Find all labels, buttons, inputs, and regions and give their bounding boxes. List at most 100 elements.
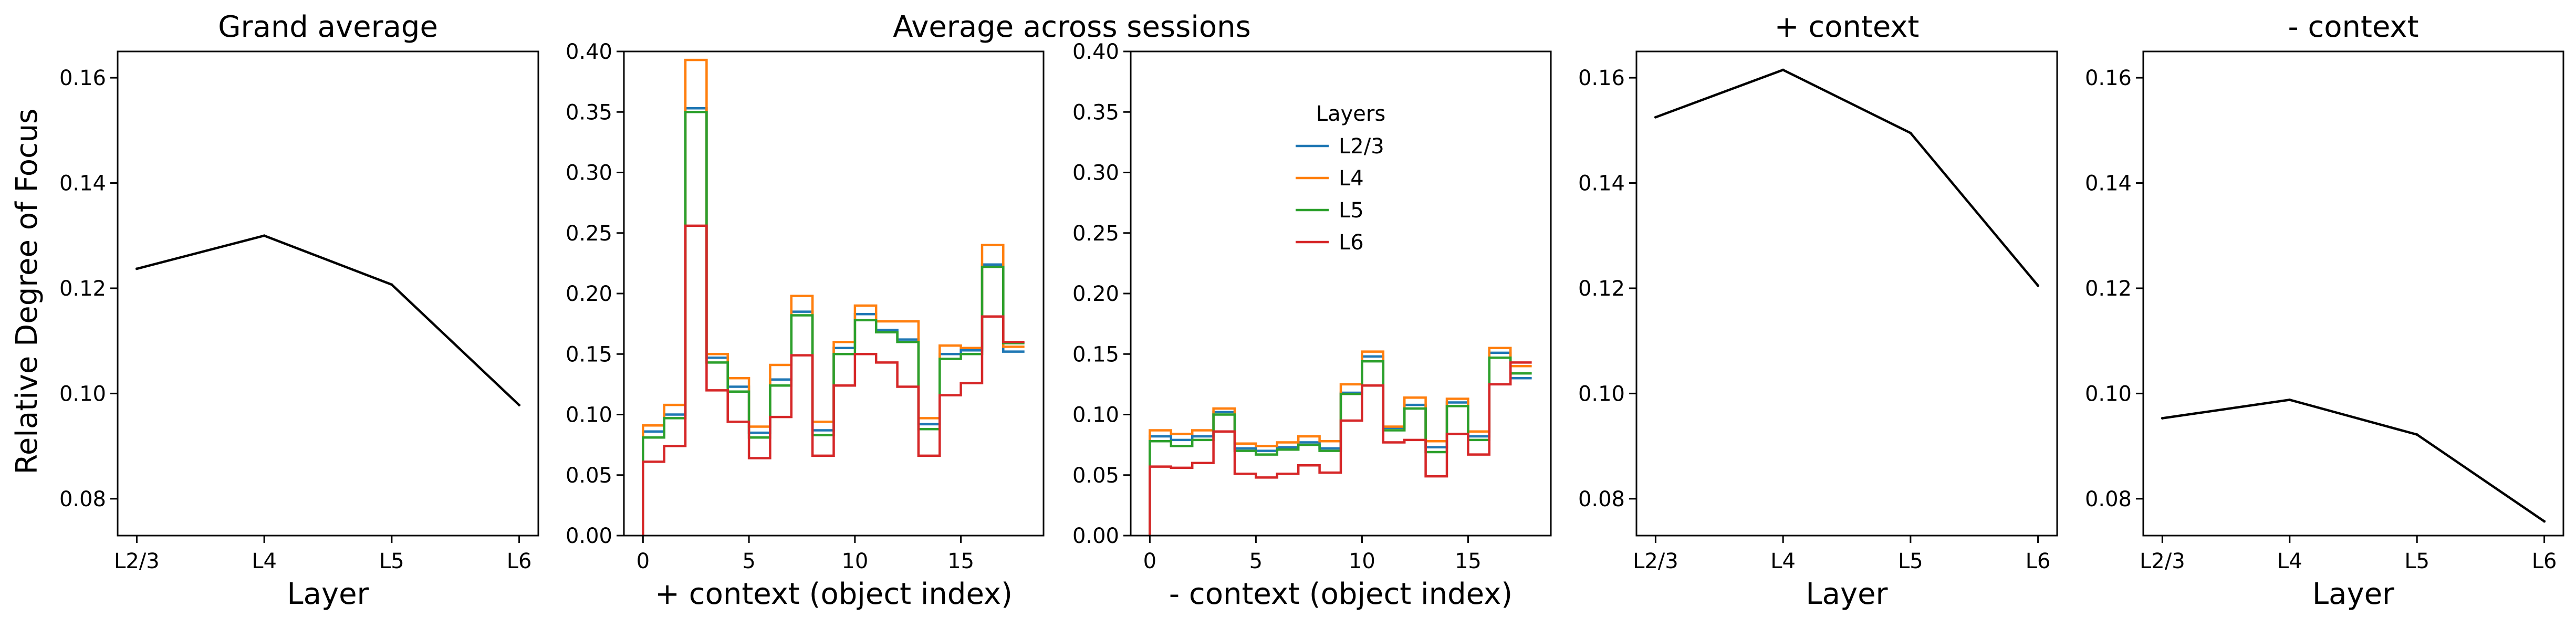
axes-frame bbox=[1130, 50, 1552, 537]
data-point bbox=[135, 267, 138, 270]
figure-y-axis-label: Relative Degree of Focus bbox=[10, 109, 44, 475]
y-tick-label: 0.16 bbox=[59, 66, 106, 90]
y-tick-label: 0.10 bbox=[1578, 382, 1625, 406]
x-axis-label: Layer bbox=[1806, 577, 1888, 611]
legend-title: Layers bbox=[1316, 102, 1385, 126]
y-tick-label: 0.08 bbox=[2085, 487, 2132, 511]
x-tick-label: L5 bbox=[1898, 549, 1923, 573]
y-tick-label: 0.12 bbox=[59, 277, 106, 301]
x-tick-label: L5 bbox=[2404, 549, 2429, 573]
x-tick-label: 10 bbox=[841, 549, 868, 573]
y-tick-label: 0.12 bbox=[1578, 277, 1625, 301]
step-series-L6 bbox=[1149, 361, 1532, 536]
y-tick-label: 0.20 bbox=[566, 282, 612, 306]
y-tick-label: 0.35 bbox=[1072, 100, 1119, 124]
x-tick-label: L2/3 bbox=[2140, 549, 2185, 573]
y-tick-label: 0.14 bbox=[59, 172, 106, 196]
x-axis-label: Layer bbox=[287, 577, 369, 611]
y-tick-label: 0.15 bbox=[566, 342, 612, 367]
step-series-L2/3 bbox=[642, 107, 1025, 536]
x-tick-label: L6 bbox=[507, 549, 532, 573]
panel-title: Grand average bbox=[218, 10, 438, 44]
panel-3: 0.00 0.05 0.10 0.15 0.20 0.25 0.30 0.35 0.40 0 5 10… bbox=[1072, 40, 1552, 611]
data-point bbox=[1781, 68, 1785, 71]
data-point bbox=[1654, 116, 1657, 119]
y-tick-label: 0.35 bbox=[566, 100, 612, 124]
y-tick-label: 0.05 bbox=[1072, 464, 1119, 488]
y-tick-label: 0.10 bbox=[566, 403, 612, 427]
data-line bbox=[136, 234, 520, 406]
y-tick-label: 0.14 bbox=[1578, 172, 1625, 196]
panel-1: 0.08 0.10 0.12 0.14 0.16 L2/3 L4 L5 L6 Grand aver… bbox=[59, 10, 539, 611]
x-tick-label: L4 bbox=[1770, 549, 1796, 573]
data-point bbox=[1909, 131, 1912, 134]
y-tick-label: 0.40 bbox=[566, 40, 612, 64]
y-tick-label: 0.16 bbox=[2085, 66, 2132, 90]
y-tick-label: 0.15 bbox=[1072, 342, 1119, 367]
data-point bbox=[2415, 433, 2418, 436]
x-axis-label: - context (object index) bbox=[1169, 577, 1513, 611]
x-axis-label: + context (object index) bbox=[655, 577, 1013, 611]
y-tick-label: 0.25 bbox=[566, 222, 612, 246]
legend-label: L2/3 bbox=[1339, 134, 1384, 159]
axes-frame bbox=[623, 50, 1045, 537]
x-tick-label: 15 bbox=[947, 549, 974, 573]
x-tick-label: 15 bbox=[1455, 549, 1482, 573]
legend-label: L5 bbox=[1339, 198, 1364, 223]
axes-frame bbox=[117, 50, 539, 537]
plots-layer: 0.08 0.10 0.12 0.14 0.16 L2/3 L4 L5 L6 Grand aver… bbox=[59, 10, 2564, 611]
x-tick-label: L4 bbox=[2277, 549, 2302, 573]
x-tick-label: L2/3 bbox=[1633, 549, 1678, 573]
x-tick-label: 0 bbox=[1143, 549, 1156, 573]
legend-label: L6 bbox=[1339, 231, 1364, 255]
y-tick-label: 0.00 bbox=[1072, 524, 1119, 548]
x-tick-label: L5 bbox=[379, 549, 404, 573]
x-tick-label: L2/3 bbox=[114, 549, 160, 573]
y-tick-label: 0.40 bbox=[1072, 40, 1119, 64]
x-tick-label: 10 bbox=[1349, 549, 1375, 573]
step-series-L4 bbox=[642, 58, 1025, 536]
data-point bbox=[2543, 520, 2546, 523]
y-tick-label: 0.16 bbox=[1578, 66, 1625, 90]
x-tick-label: L4 bbox=[252, 549, 277, 573]
panel-2: 0.00 0.05 0.10 0.15 0.20 0.25 0.30 0.35 0.40 0 5 10… bbox=[566, 40, 1045, 611]
y-tick-label: 0.30 bbox=[1072, 161, 1119, 185]
y-tick-label: 0.12 bbox=[2085, 277, 2132, 301]
data-line bbox=[2162, 399, 2545, 522]
data-point bbox=[263, 234, 266, 237]
legend: Layers L2/3 L4 L5 L6 bbox=[1296, 102, 1385, 255]
x-tick-label: 0 bbox=[637, 549, 650, 573]
step-series-L5 bbox=[642, 111, 1025, 536]
data-point bbox=[2288, 398, 2291, 401]
x-tick-label: 5 bbox=[742, 549, 755, 573]
y-tick-label: 0.10 bbox=[2085, 382, 2132, 406]
x-axis-label: Layer bbox=[2312, 577, 2395, 611]
panel-title: + context bbox=[1775, 10, 1920, 44]
axes-frame bbox=[2142, 50, 2564, 537]
y-tick-label: 0.14 bbox=[2085, 172, 2132, 196]
x-tick-label: L6 bbox=[2026, 549, 2051, 573]
data-point bbox=[2037, 284, 2040, 287]
y-tick-label: 0.10 bbox=[1072, 403, 1119, 427]
y-tick-label: 0.00 bbox=[566, 524, 612, 548]
axes-frame bbox=[1635, 50, 2058, 537]
y-tick-label: 0.08 bbox=[59, 487, 106, 511]
data-point bbox=[518, 403, 521, 406]
panel-4: 0.08 0.10 0.12 0.14 0.16 L2/3 L4 L5 L6 + context L… bbox=[1578, 10, 2058, 611]
legend-label: L4 bbox=[1339, 166, 1364, 191]
panel-title: - context bbox=[2288, 10, 2418, 44]
shared-panel-title: Average across sessions bbox=[893, 10, 1251, 44]
x-tick-label: L6 bbox=[2532, 549, 2557, 573]
data-point bbox=[390, 283, 393, 286]
data-line bbox=[1655, 68, 2039, 287]
step-series-L6 bbox=[642, 224, 1025, 536]
x-tick-label: 5 bbox=[1249, 549, 1263, 573]
y-tick-label: 0.30 bbox=[566, 161, 612, 185]
y-tick-label: 0.08 bbox=[1578, 487, 1625, 511]
y-tick-label: 0.25 bbox=[1072, 222, 1119, 246]
y-tick-label: 0.05 bbox=[566, 464, 612, 488]
y-tick-label: 0.20 bbox=[1072, 282, 1119, 306]
data-point bbox=[2161, 417, 2164, 420]
panel-5: 0.08 0.10 0.12 0.14 0.16 L2/3 L4 L5 L6 - context L… bbox=[2085, 10, 2564, 611]
